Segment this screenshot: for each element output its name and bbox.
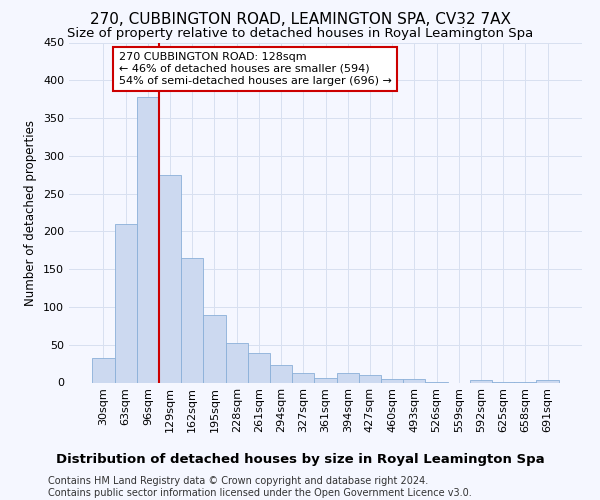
Text: Size of property relative to detached houses in Royal Leamington Spa: Size of property relative to detached ho… (67, 28, 533, 40)
Bar (292, 372, 314, 382)
Bar (248, 353, 270, 382)
Text: Distribution of detached houses by size in Royal Leamington Spa: Distribution of detached houses by size … (56, 452, 544, 466)
Bar (359, 375, 381, 382)
Bar (536, 380, 559, 382)
Bar (137, 97, 159, 382)
Text: Contains HM Land Registry data © Crown copyright and database right 2024.: Contains HM Land Registry data © Crown c… (48, 476, 428, 486)
Text: 270 CUBBINGTON ROAD: 128sqm
← 46% of detached houses are smaller (594)
54% of se: 270 CUBBINGTON ROAD: 128sqm ← 46% of det… (119, 52, 392, 86)
Bar (115, 224, 137, 382)
Bar (226, 343, 248, 382)
Text: 270, CUBBINGTON ROAD, LEAMINGTON SPA, CV32 7AX: 270, CUBBINGTON ROAD, LEAMINGTON SPA, CV… (89, 12, 511, 28)
Bar (470, 380, 492, 382)
Bar (181, 258, 203, 382)
Bar (203, 314, 226, 382)
Bar (381, 380, 403, 382)
Bar (270, 365, 292, 382)
Text: Contains public sector information licensed under the Open Government Licence v3: Contains public sector information licen… (48, 488, 472, 498)
Bar (314, 378, 337, 382)
Bar (403, 378, 425, 382)
Bar (337, 374, 359, 382)
Y-axis label: Number of detached properties: Number of detached properties (25, 120, 37, 306)
Bar (92, 358, 115, 382)
Bar (159, 174, 181, 382)
